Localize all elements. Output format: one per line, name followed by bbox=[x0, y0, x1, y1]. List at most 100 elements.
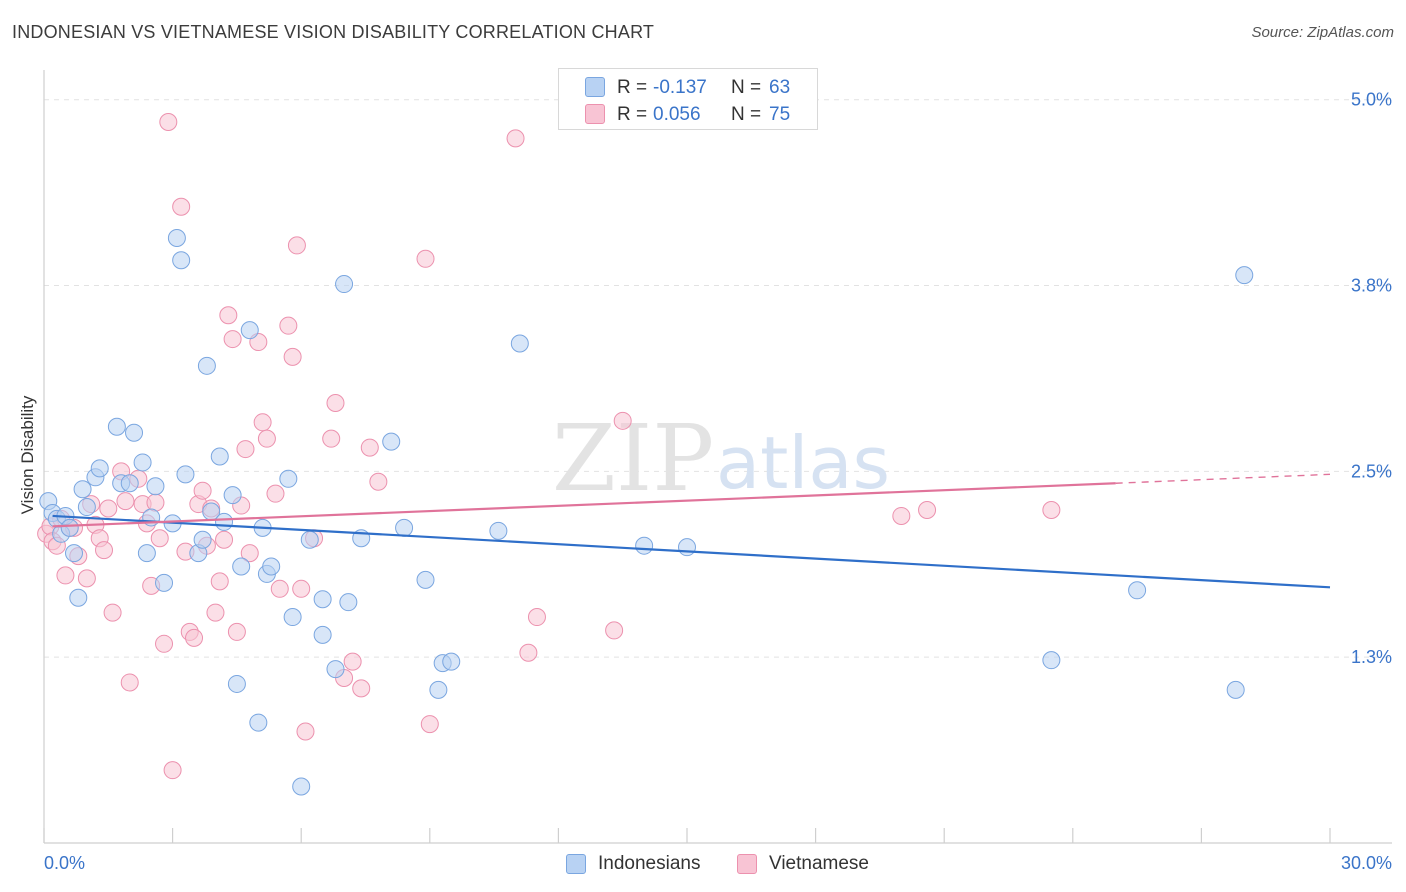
indonesians-point bbox=[442, 652, 461, 671]
vietnamese-point bbox=[206, 603, 225, 622]
indonesians-point bbox=[77, 498, 96, 517]
x-tick-label-max: 30.0% bbox=[1341, 853, 1392, 873]
vietnamese-point bbox=[292, 579, 311, 598]
vietnamese-point bbox=[605, 621, 624, 640]
vietnamese-point bbox=[416, 249, 435, 268]
indonesians-point bbox=[73, 480, 92, 499]
legend-r-value: -0.137 bbox=[653, 77, 707, 98]
indonesians-point bbox=[197, 356, 216, 375]
x-ticks bbox=[43, 828, 1331, 843]
vietnamese-point bbox=[266, 484, 285, 503]
vietnamese-point bbox=[296, 722, 315, 741]
indonesians-point bbox=[416, 570, 435, 589]
indonesians-point bbox=[510, 334, 529, 353]
vietnamese-point bbox=[1042, 501, 1061, 520]
correlation-legend: R = -0.137 N = 63 R = 0.056 N = 75 bbox=[558, 68, 818, 130]
indonesians-point bbox=[133, 453, 152, 472]
vietnamese-point bbox=[420, 715, 439, 734]
vietnamese-point bbox=[360, 438, 379, 457]
indonesians-point bbox=[489, 521, 508, 540]
watermark: ZIP atlas bbox=[552, 405, 890, 512]
legend-n-label: N = bbox=[731, 77, 762, 98]
vietnamese-point bbox=[193, 481, 212, 500]
indonesians-point bbox=[223, 486, 242, 505]
vietnamese-point bbox=[159, 113, 178, 132]
vietnamese-point bbox=[253, 413, 272, 432]
indonesians-trend-line bbox=[52, 514, 1331, 589]
indonesians-point bbox=[69, 588, 88, 607]
vietnamese-trend-extension bbox=[1115, 473, 1331, 484]
watermark-atlas: atlas bbox=[716, 421, 890, 505]
indonesians-point bbox=[429, 680, 448, 699]
indonesians-point bbox=[167, 228, 186, 247]
vietnamese-point bbox=[219, 306, 238, 325]
indonesians-point bbox=[107, 417, 126, 436]
indonesians-point bbox=[193, 530, 212, 549]
indonesians-point bbox=[300, 530, 319, 549]
indonesians-point bbox=[326, 660, 345, 679]
vietnamese-point bbox=[210, 572, 229, 591]
indonesians-point bbox=[262, 557, 281, 576]
vietnamese-points bbox=[37, 113, 1061, 780]
indonesians-point bbox=[395, 518, 414, 537]
y-tick-label: 5.0% bbox=[1351, 90, 1392, 110]
legend-row-indonesians: R = -0.137 N = 63 bbox=[559, 73, 817, 101]
vietnamese-point bbox=[155, 634, 174, 653]
vietnamese-point bbox=[352, 679, 371, 698]
legend-r-label: R = bbox=[617, 104, 648, 125]
indonesians-point bbox=[146, 477, 165, 496]
vietnamese-point bbox=[150, 529, 169, 548]
y-tick-label: 1.3% bbox=[1351, 647, 1392, 667]
vietnamese-point bbox=[343, 652, 362, 671]
indonesians-point bbox=[227, 674, 246, 693]
y-tick-labels: 1.3% 2.5% 3.8% 5.0% bbox=[1351, 90, 1392, 667]
chart-title: INDONESIAN VS VIETNAMESE VISION DISABILI… bbox=[12, 22, 655, 42]
indonesians-point bbox=[1226, 680, 1245, 699]
vietnamese-point bbox=[240, 544, 259, 563]
indonesians-point bbox=[678, 538, 696, 557]
vietnamese-point bbox=[227, 622, 246, 641]
indonesians-point bbox=[65, 544, 84, 563]
legend-row-vietnamese: R = 0.056 N = 75 bbox=[559, 100, 817, 128]
vietnamese-point bbox=[287, 236, 306, 255]
vietnamese-point bbox=[326, 393, 345, 412]
y-tick-label: 2.5% bbox=[1351, 461, 1392, 481]
indonesians-point bbox=[635, 536, 654, 555]
y-tick-label: 3.8% bbox=[1351, 276, 1392, 296]
vietnamese-point bbox=[283, 347, 302, 366]
vietnamese-point bbox=[163, 761, 182, 780]
vietnamese-point bbox=[369, 472, 388, 491]
axes bbox=[43, 70, 1392, 844]
indonesians-point bbox=[210, 447, 229, 466]
vietnamese-point bbox=[120, 673, 139, 692]
vietnamese-point bbox=[236, 440, 255, 459]
indonesians-point bbox=[1128, 581, 1147, 600]
legend-swatch-vietnamese bbox=[585, 104, 605, 124]
vietnamese-point bbox=[223, 330, 242, 349]
watermark-zip: ZIP bbox=[552, 405, 714, 512]
grid-lines bbox=[44, 99, 1392, 658]
indonesians-point bbox=[176, 465, 195, 484]
source-label: Source: ZipAtlas.com bbox=[1251, 24, 1394, 41]
legend-r-value: 0.056 bbox=[653, 104, 701, 125]
series-legend: Indonesians Vietnamese bbox=[0, 852, 1406, 878]
indonesians-point bbox=[249, 713, 268, 732]
vietnamese-point bbox=[892, 506, 911, 525]
legend-swatch-indonesians bbox=[566, 854, 586, 874]
indonesians-point bbox=[382, 432, 401, 451]
indonesians-point bbox=[172, 251, 191, 270]
indonesians-point bbox=[215, 512, 234, 531]
indonesians-point bbox=[120, 474, 139, 493]
legend-r-label: R = bbox=[617, 77, 648, 98]
indonesians-point bbox=[155, 573, 174, 592]
vietnamese-point bbox=[99, 499, 118, 518]
indonesians-point bbox=[240, 321, 259, 340]
x-tick-labels: 0.0% 30.0% bbox=[44, 853, 1392, 873]
trend-lines bbox=[52, 473, 1331, 589]
vietnamese-point bbox=[279, 316, 298, 335]
x-tick-label-min: 0.0% bbox=[44, 853, 85, 873]
indonesians-point bbox=[137, 544, 156, 563]
vietnamese-point bbox=[257, 429, 276, 448]
indonesians-point bbox=[339, 593, 358, 612]
